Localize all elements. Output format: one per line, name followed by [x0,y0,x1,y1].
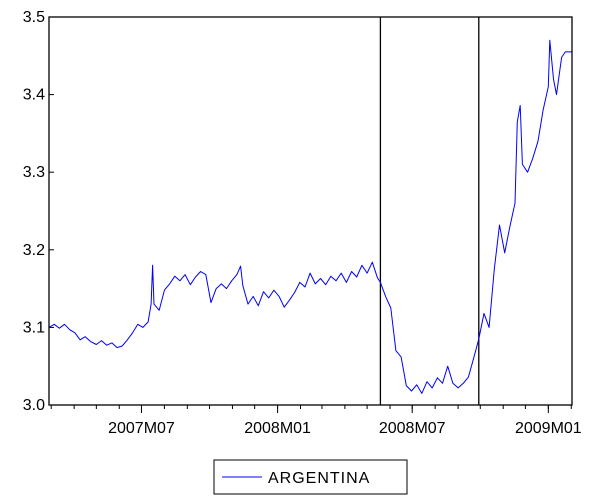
x-tick-label: 2008M07 [379,420,446,437]
y-tick-label: 3.0 [23,397,45,414]
y-tick-label: 3.3 [23,164,45,181]
x-axis-ticks: 2007M07 2008M01 2008M07 2009M01 [50,405,582,437]
y-tick-label: 3.2 [23,242,45,259]
y-tick-label: 3.4 [23,87,45,104]
x-tick-label: 2008M01 [244,420,311,437]
y-tick-label: 3.5 [23,9,45,26]
y-tick-label: 3.1 [23,319,45,336]
series-line-argentina [48,39,572,394]
plot-area-frame [48,16,573,406]
legend-label-argentina: ARGENTINA [268,470,370,487]
legend: ARGENTINA [213,459,408,495]
y-axis-ticks: 3.0 3.1 3.2 3.3 3.4 3.5 [23,9,54,414]
x-tick-label: 2007M07 [108,420,175,437]
x-tick-label: 2009M01 [515,420,582,437]
